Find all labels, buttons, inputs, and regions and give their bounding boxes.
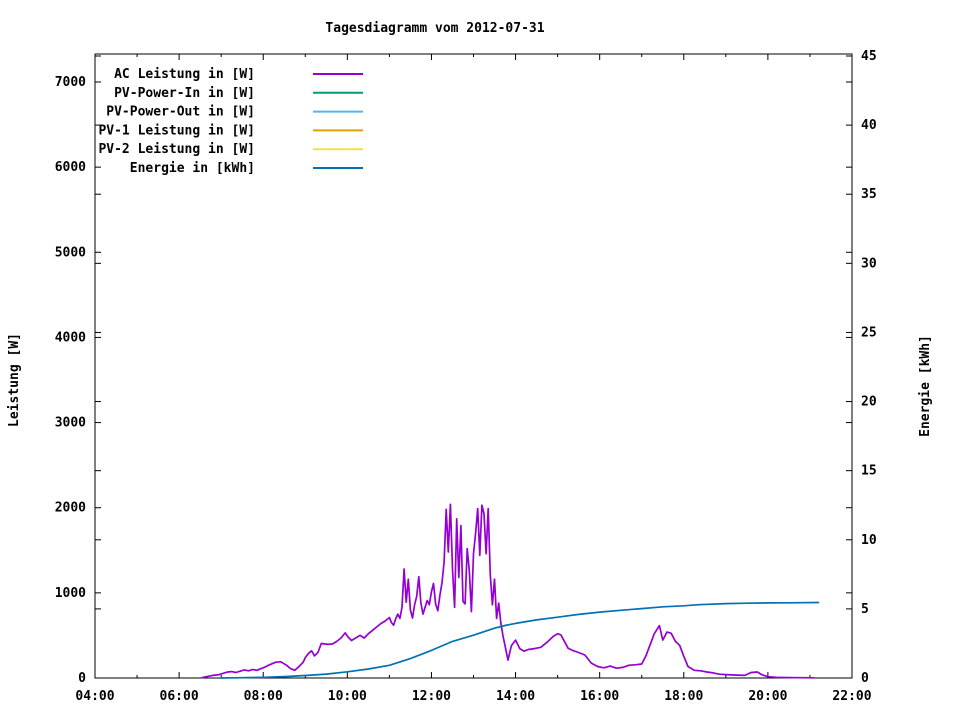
x-tick-label: 16:00 (580, 689, 619, 704)
series-line (220, 601, 820, 679)
chart-title: Tagesdiagramm vom 2012-07-31 (325, 21, 544, 36)
y-left-tick-label: 6000 (55, 160, 86, 175)
plot-area: 04:00 06:00 08:00 10:00 12:00 14:00 16:00 18:00… (55, 49, 877, 704)
y-left-tick-label: 2000 (55, 501, 86, 516)
y-right-tick-label: 35 (861, 187, 877, 202)
series-line (201, 503, 816, 679)
y-right-tick-label: 10 (861, 533, 877, 548)
y-right-tick-label: 40 (861, 118, 877, 133)
y-left-tick-label: 7000 (55, 75, 86, 90)
x-tick-label: 14:00 (496, 689, 535, 704)
x-tick-label: 20:00 (748, 689, 787, 704)
y-right-axis-label: Energie [kWh] (918, 335, 933, 437)
y-left-tick-label: 4000 (55, 330, 86, 345)
legend-label: PV-Power-Out in [W] (106, 105, 255, 120)
legend-label: PV-Power-In in [W] (114, 86, 255, 101)
legend-label: AC Leistung in [W] (114, 67, 255, 82)
y-right-tick-label: 25 (861, 325, 877, 340)
y-left-tick-label: 0 (78, 671, 86, 686)
y-right-tick-label: 30 (861, 256, 877, 271)
y-right-tick-label: 20 (861, 395, 877, 410)
y-left-tick-label: 3000 (55, 416, 86, 431)
x-tick-label: 10:00 (328, 689, 367, 704)
x-tick-label: 18:00 (664, 689, 703, 704)
y-right-tick-label: 0 (861, 671, 869, 686)
y-right-tick-label: 15 (861, 464, 877, 479)
y-right-tick-label: 45 (861, 49, 877, 64)
y-left-axis-label: Leistung [W] (7, 333, 22, 427)
x-tick-label: 08:00 (244, 689, 283, 704)
y-left-tick-label: 5000 (55, 245, 86, 260)
x-tick-label: 22:00 (832, 689, 871, 704)
legend-label: Energie in [kWh] (130, 161, 255, 176)
x-tick-label: 12:00 (412, 689, 451, 704)
y-right-tick-label: 5 (861, 602, 869, 617)
legend-label: PV-1 Leistung in [W] (98, 123, 255, 138)
y-left-tick-label: 1000 (55, 586, 86, 601)
x-tick-label: 06:00 (160, 689, 199, 704)
x-tick-label: 04:00 (75, 689, 114, 704)
legend-label: PV-2 Leistung in [W] (98, 142, 255, 157)
